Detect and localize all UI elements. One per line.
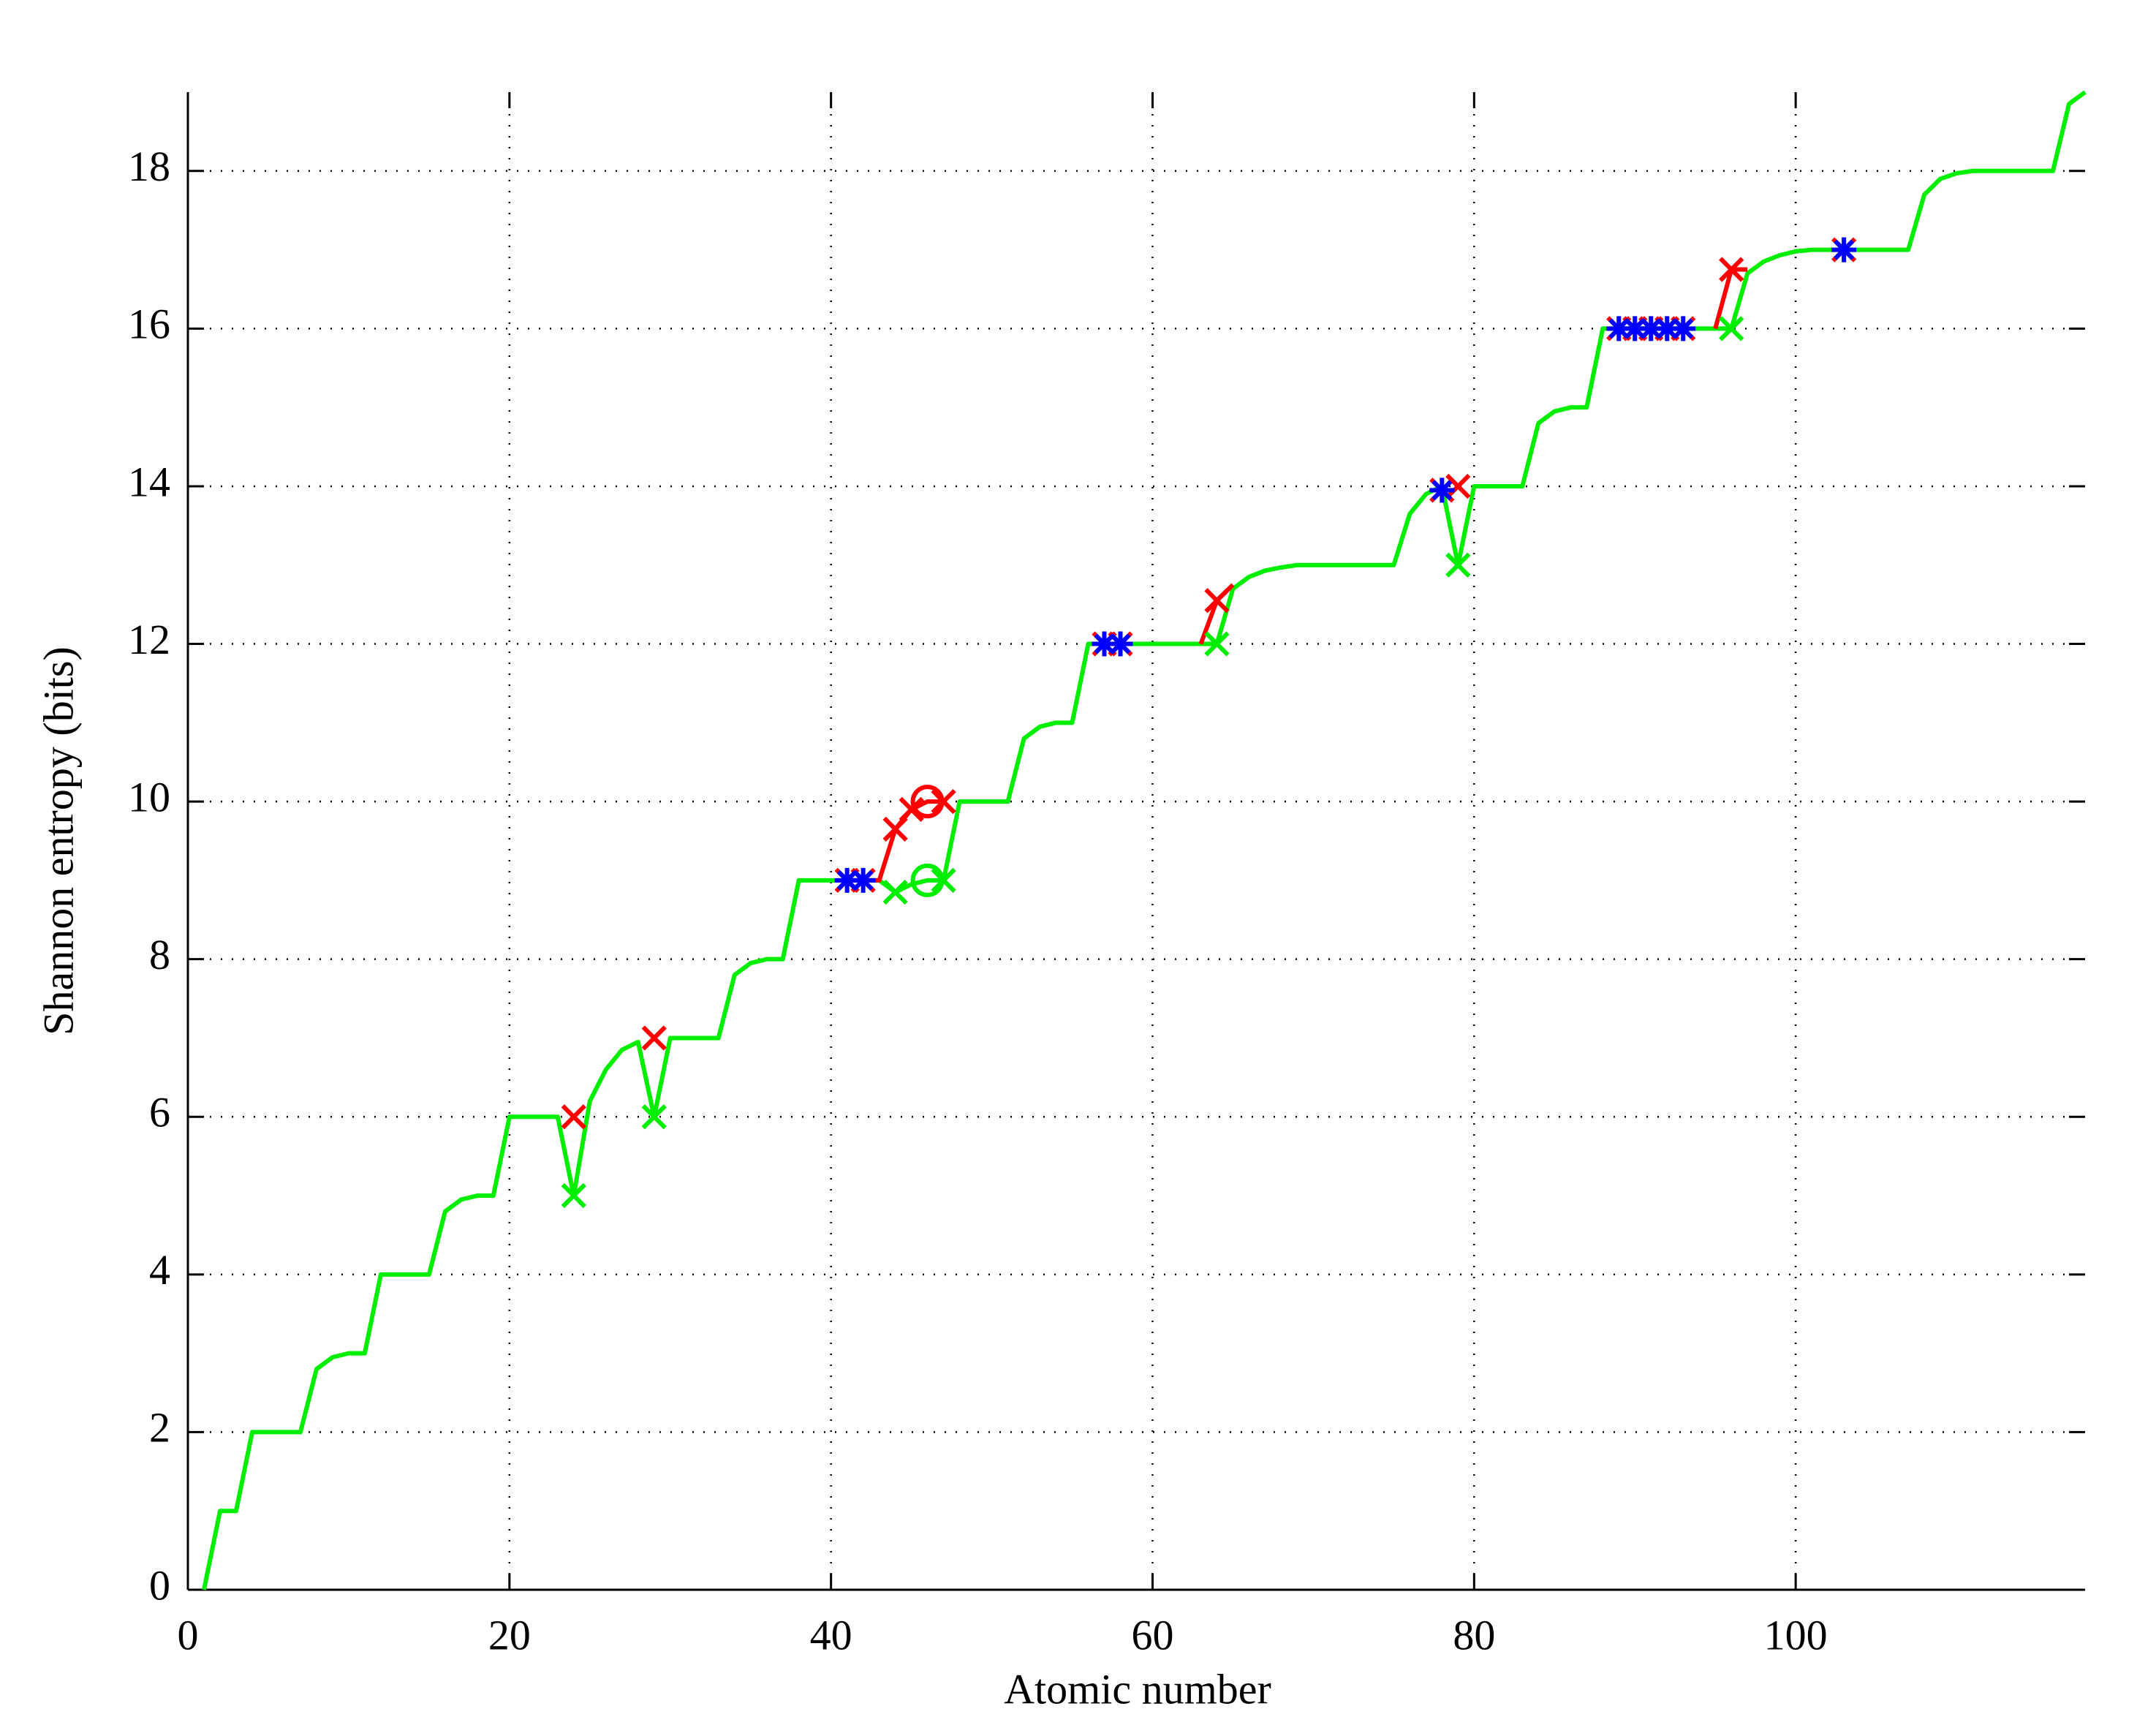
marker (1719, 257, 1744, 282)
marker (1671, 316, 1696, 341)
y-axis-label: Shannon entropy (bits) (34, 646, 82, 1035)
marker-stroke (1641, 318, 1662, 339)
marker-stroke (1204, 631, 1230, 657)
marker (1445, 552, 1471, 578)
x-tick-label: 60 (1131, 1611, 1173, 1658)
y-tick-label: 10 (128, 773, 170, 820)
marker-stroke (1110, 633, 1131, 654)
marker-stroke (561, 1182, 586, 1209)
marker-stroke (910, 863, 945, 897)
y-tick-label: 12 (128, 616, 170, 663)
marker-stroke (1719, 257, 1744, 282)
marker (1445, 473, 1471, 499)
marker-stroke (852, 869, 874, 891)
marker (561, 1182, 586, 1209)
y-tick-label: 2 (149, 1404, 170, 1452)
marker-stroke (641, 1104, 667, 1130)
marker (882, 816, 908, 842)
series-line (202, 90, 2087, 1590)
marker-stroke (882, 879, 908, 905)
marker-stroke (561, 1104, 586, 1130)
marker-stroke (1204, 588, 1230, 614)
marker (910, 785, 945, 819)
marker-stroke (1431, 480, 1453, 501)
series-line (847, 267, 1748, 883)
x-tick-label: 40 (810, 1611, 852, 1658)
marker (1108, 631, 1133, 657)
marker (1831, 237, 1857, 263)
marker (910, 863, 945, 897)
marker-stroke (1834, 239, 1855, 260)
marker-stroke (641, 1025, 667, 1051)
x-tick-label: 100 (1764, 1611, 1828, 1658)
marker-stroke (882, 816, 908, 842)
marker-stroke (899, 796, 924, 823)
y-tick-label: 0 (149, 1561, 170, 1609)
marker-stroke (1445, 473, 1471, 499)
marker-stroke (1608, 318, 1630, 339)
marker (1429, 478, 1455, 503)
marker (1204, 588, 1230, 614)
y-tick-label: 18 (128, 143, 170, 190)
marker (1719, 316, 1744, 341)
y-tick-label: 6 (149, 1089, 170, 1136)
marker-stroke (1657, 318, 1678, 339)
marker (850, 867, 876, 893)
marker (1606, 316, 1632, 341)
marker (641, 1025, 667, 1051)
marker-stroke (1719, 316, 1744, 341)
marker-stroke (1445, 552, 1471, 578)
y-tick-label: 8 (149, 931, 170, 978)
marker (899, 796, 924, 823)
x-axis-label: Atomic number (1004, 1665, 1271, 1713)
marker (1204, 631, 1230, 657)
marker-stroke (1673, 318, 1694, 339)
marker-stroke (836, 869, 858, 891)
marker (882, 879, 908, 905)
y-tick-label: 4 (149, 1246, 170, 1294)
x-tick-label: 20 (488, 1611, 531, 1658)
marker-stroke (1094, 633, 1115, 654)
y-tick-label: 14 (128, 458, 170, 505)
y-tick-label: 16 (128, 301, 170, 348)
x-tick-label: 0 (178, 1611, 199, 1658)
marker (561, 1104, 586, 1130)
marker-stroke (1624, 318, 1646, 339)
marker (641, 1104, 667, 1130)
x-tick-label: 80 (1453, 1611, 1495, 1658)
marker-stroke (910, 785, 945, 819)
